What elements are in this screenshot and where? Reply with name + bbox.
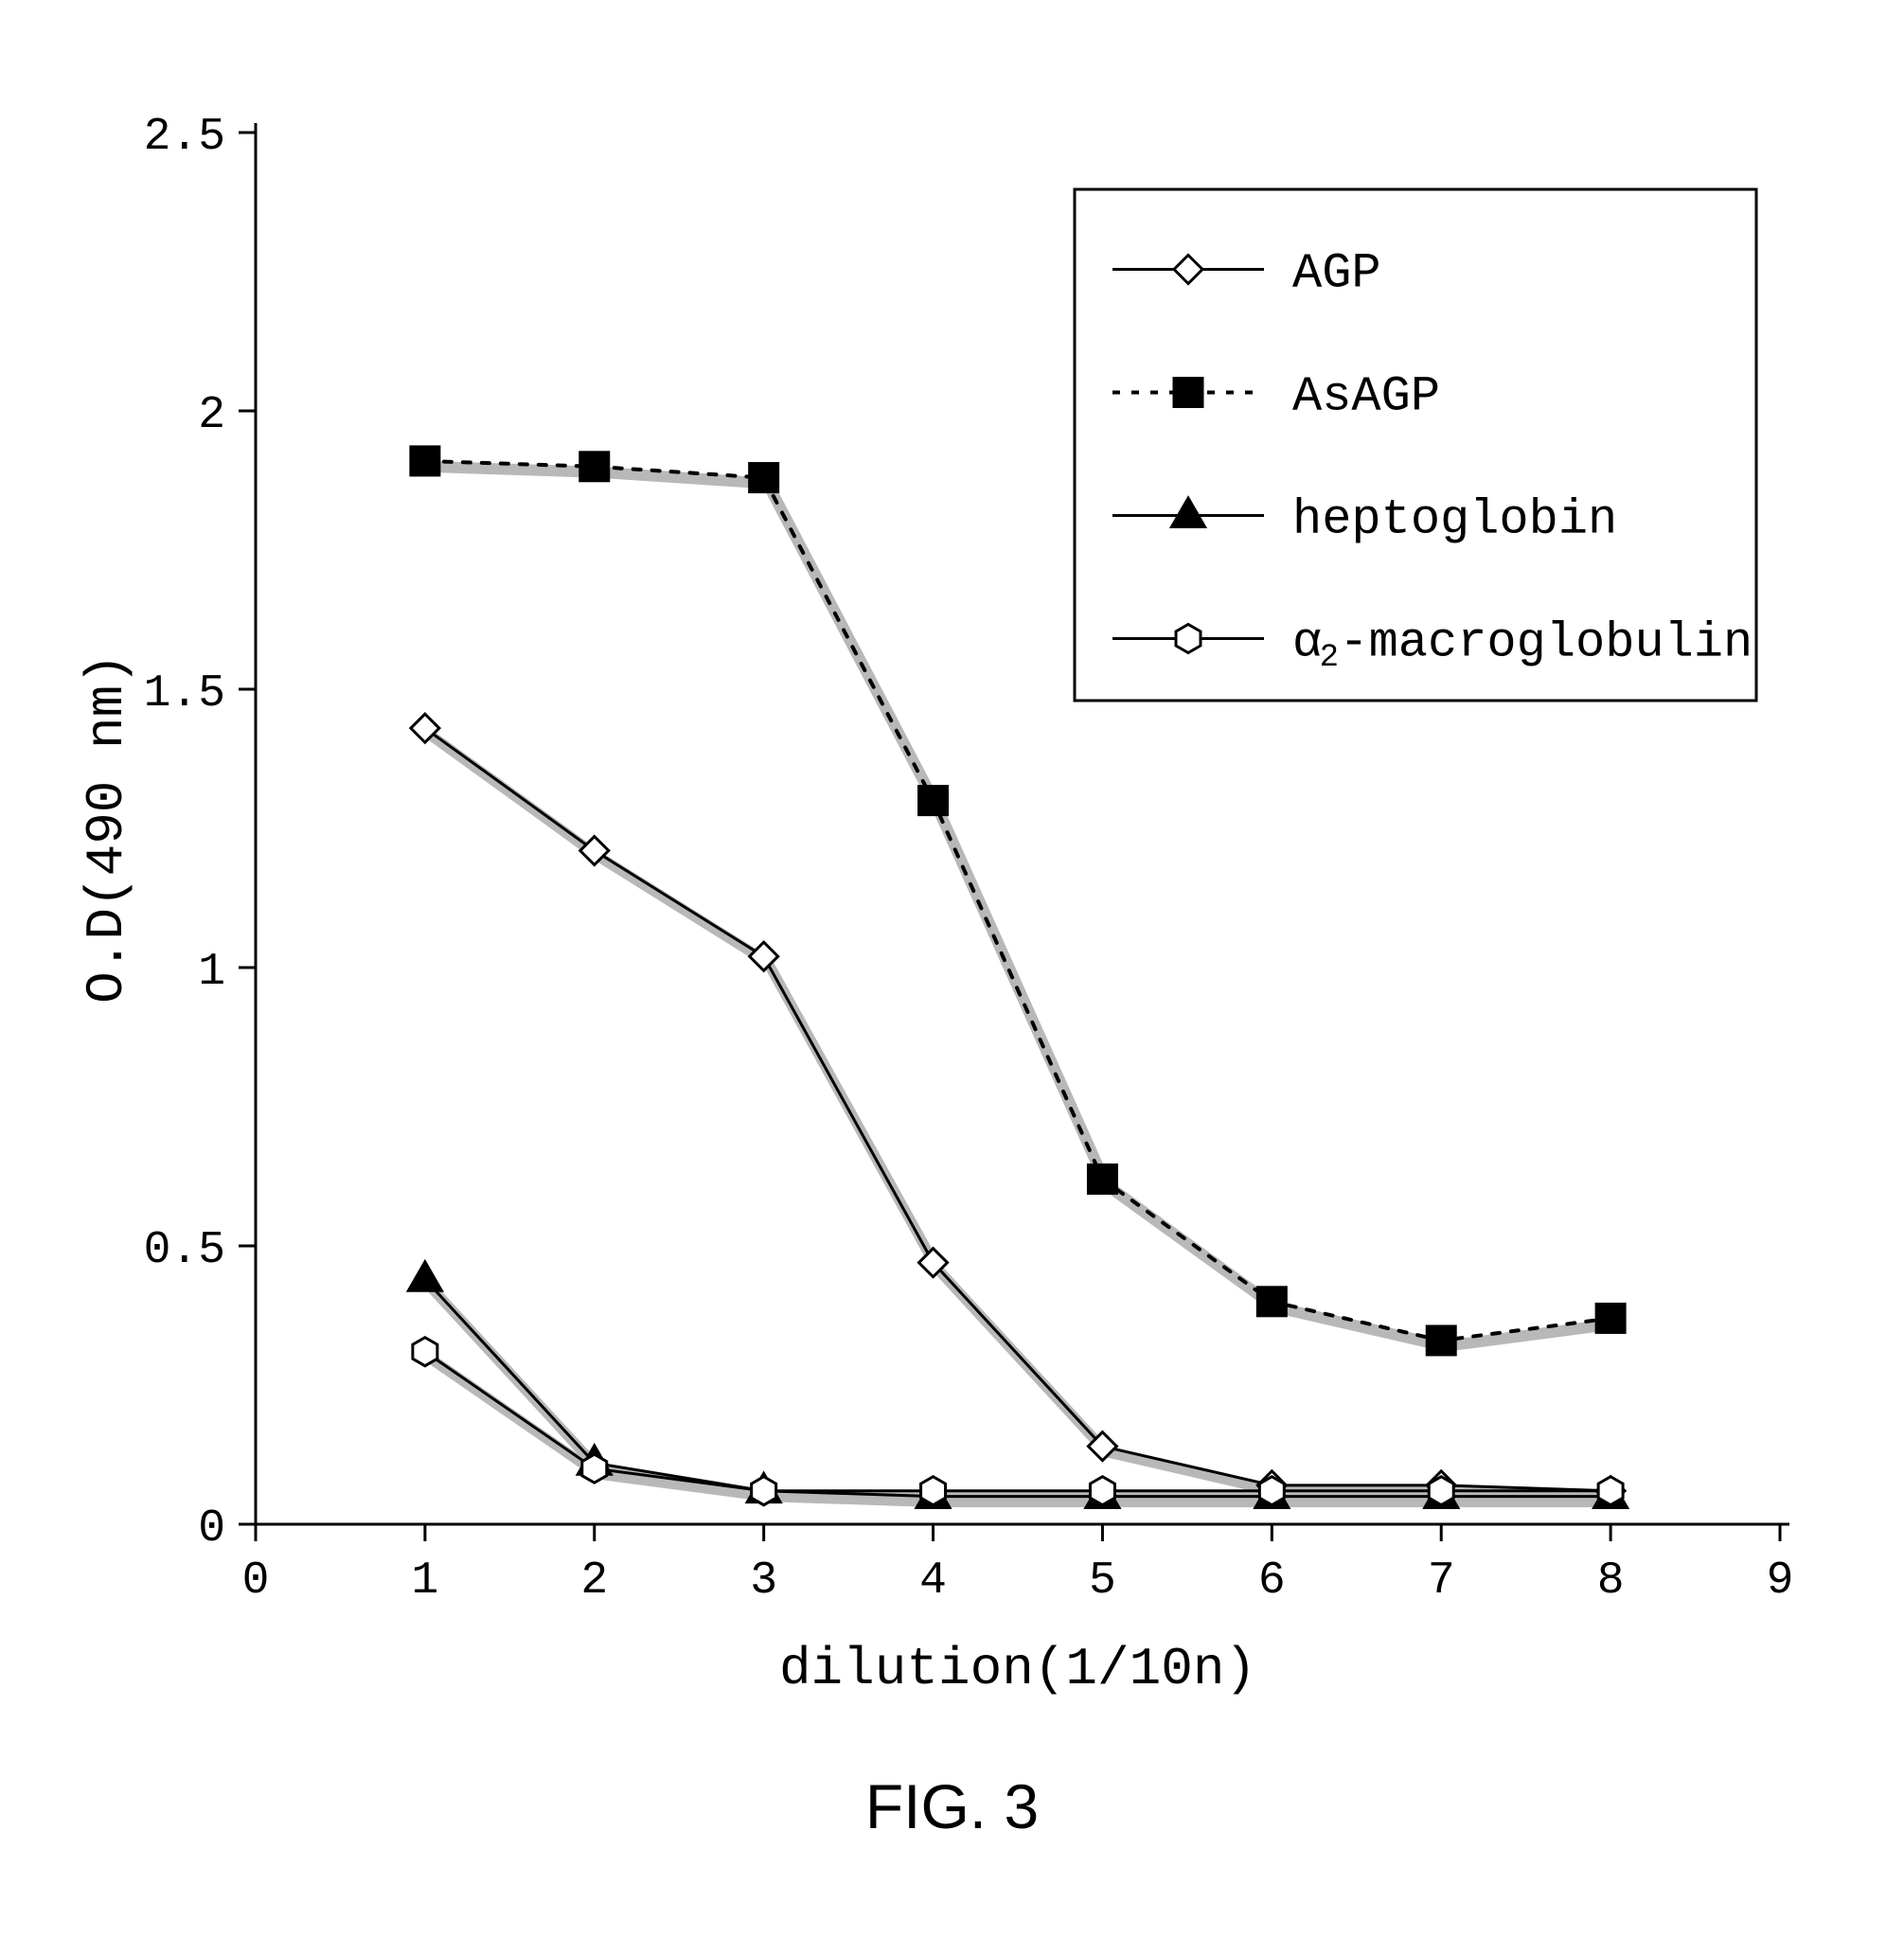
- svg-text:1: 1: [411, 1555, 438, 1607]
- svg-text:0: 0: [242, 1555, 270, 1607]
- svg-text:4: 4: [919, 1555, 947, 1607]
- svg-text:-macroglobulin: -macroglobulin: [1339, 615, 1753, 671]
- svg-text:6: 6: [1258, 1555, 1286, 1607]
- svg-text:1.5: 1.5: [144, 668, 225, 720]
- svg-text:2: 2: [1320, 640, 1339, 676]
- svg-text:2: 2: [580, 1555, 608, 1607]
- svg-text:0: 0: [198, 1503, 225, 1555]
- legend: AGP AsAGP heptoglobin α2-macroglobulin: [1075, 189, 1756, 701]
- line-chart: 0 1 2 3 4 5 6 7 8 9 0 0.5 1 1.5 2 2.5 dilution(1/10n) O.D…: [0, 0, 1904, 1937]
- svg-text:8: 8: [1597, 1555, 1625, 1607]
- svg-text:5: 5: [1089, 1555, 1116, 1607]
- svg-text:9: 9: [1767, 1555, 1794, 1607]
- y-axis-label: O.D(490 nm): [77, 653, 137, 1004]
- x-axis-label: dilution(1/10n): [779, 1639, 1256, 1699]
- svg-text:α: α: [1292, 615, 1322, 671]
- figure-stage: 0 1 2 3 4 5 6 7 8 9 0 0.5 1 1.5 2 2.5 dilution(1/10n) O.D…: [0, 0, 1904, 1937]
- svg-text:1: 1: [198, 947, 225, 998]
- legend-label-AGP: AGP: [1292, 246, 1381, 302]
- svg-text:2: 2: [198, 390, 225, 441]
- svg-text:2.5: 2.5: [144, 112, 225, 163]
- svg-text:7: 7: [1428, 1555, 1455, 1607]
- legend-label-AsAGP: AsAGP: [1292, 369, 1440, 425]
- svg-text:0.5: 0.5: [144, 1225, 225, 1276]
- figure-caption: FIG. 3: [0, 1770, 1904, 1842]
- svg-text:3: 3: [750, 1555, 777, 1607]
- legend-label-heptoglobin: heptoglobin: [1292, 492, 1617, 548]
